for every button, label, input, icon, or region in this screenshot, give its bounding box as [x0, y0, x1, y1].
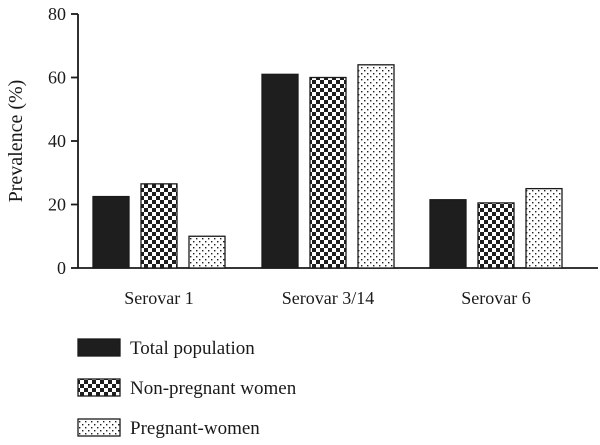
category-label: Serovar 1: [124, 288, 193, 308]
legend-swatch: [77, 338, 121, 357]
bar-3-2: [477, 202, 515, 269]
legend: Total population Non-pregnant women Pregna…: [77, 338, 297, 439]
category-labels: Serovar 1 Serovar 3/14 Serovar 6: [124, 288, 530, 308]
bars: [92, 64, 563, 269]
y-tick-label: 60: [48, 68, 66, 88]
legend-swatch: [77, 378, 121, 397]
legend-label: Total population: [130, 338, 255, 359]
category-label: Serovar 3/14: [282, 288, 374, 308]
bar-3-3: [525, 187, 563, 269]
y-tick-label: 20: [48, 195, 66, 215]
bar-1-2: [140, 183, 178, 269]
bar-2-2: [309, 76, 347, 269]
y-tick-label: 40: [48, 131, 66, 151]
legend-label: Pregnant-women: [130, 418, 260, 439]
legend-label: Non-pregnant women: [130, 378, 297, 399]
bar-1-1: [92, 195, 130, 269]
legend-swatch: [77, 418, 121, 437]
y-tick-label: 80: [48, 4, 66, 24]
bar-2-1: [261, 73, 299, 269]
category-label: Serovar 6: [461, 288, 530, 308]
y-axis-title: Prevalence (%): [5, 80, 27, 203]
y-ticks: 0 20 40 60 80: [48, 4, 78, 278]
bar-3-1: [429, 199, 467, 269]
bar-2-3: [357, 64, 395, 269]
y-tick-label: 0: [57, 258, 66, 278]
bar-1-3: [188, 235, 226, 269]
